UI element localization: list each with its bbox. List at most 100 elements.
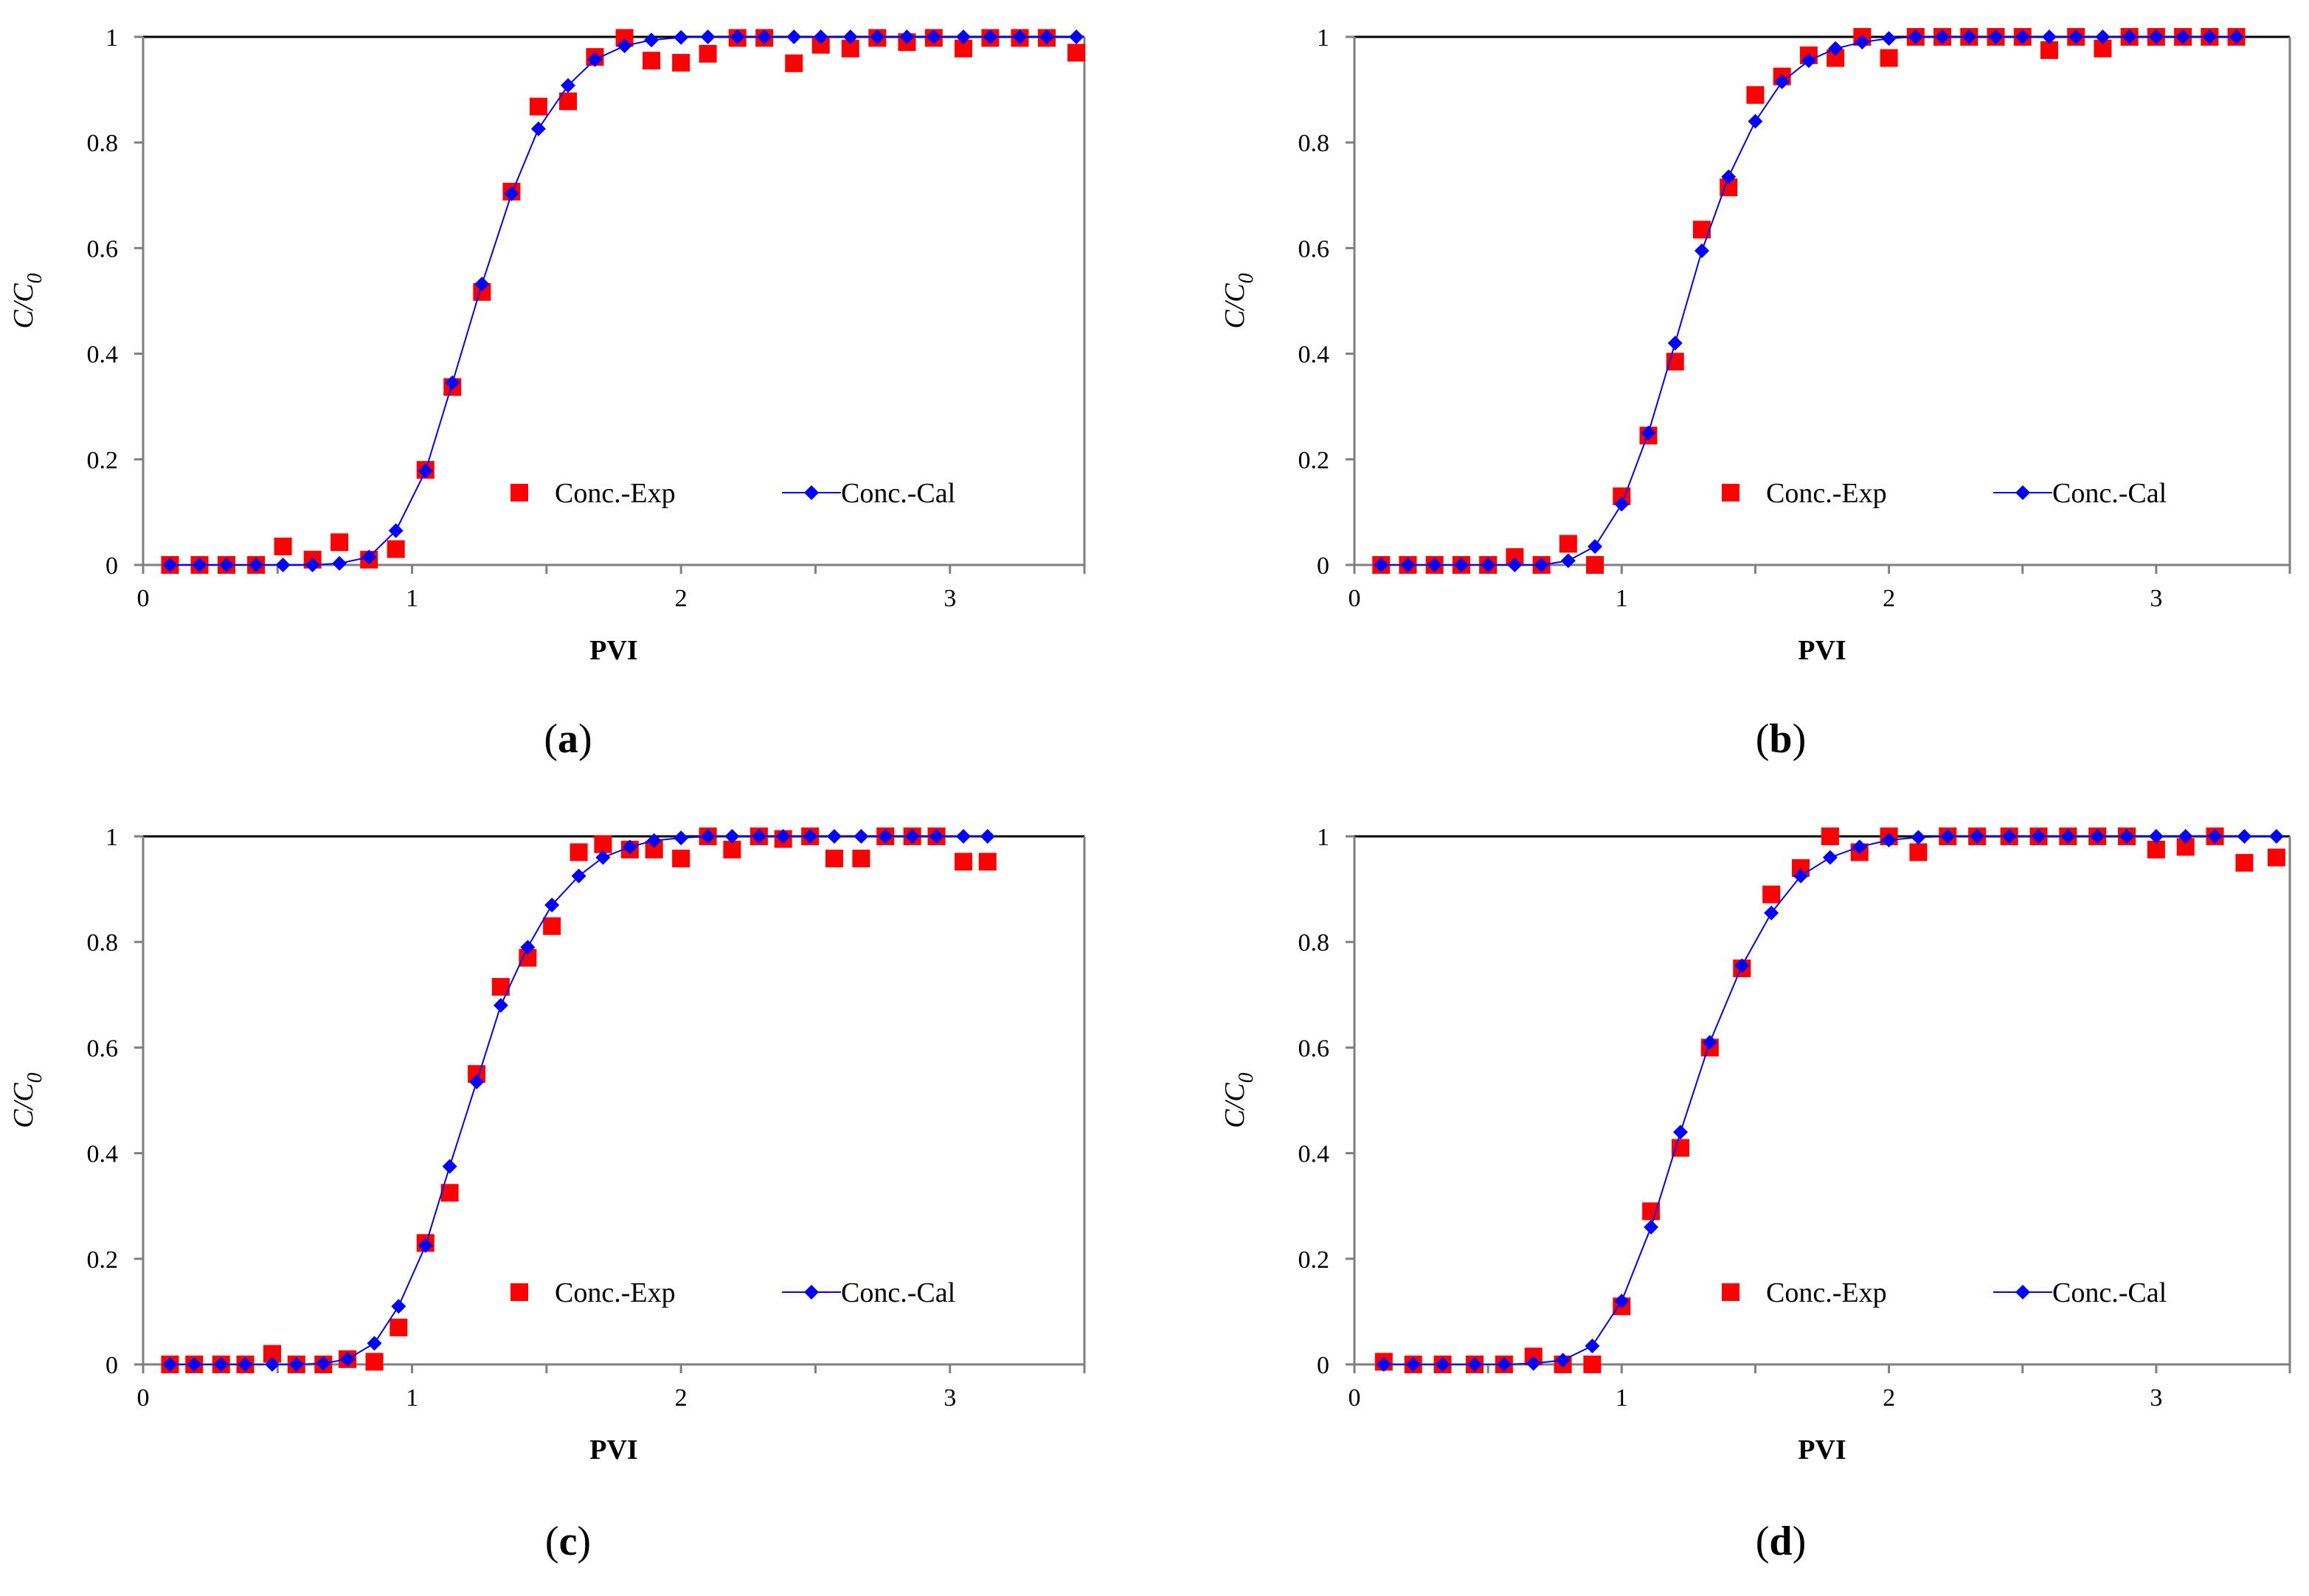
conc-cal-point (646, 833, 662, 848)
conc-cal-point (367, 1336, 382, 1351)
conc-cal-point (1908, 30, 1923, 44)
x-tick-label: 1 (406, 585, 418, 612)
conc-cal-point (622, 839, 637, 855)
conc-exp-point (1559, 535, 1577, 553)
conc-cal-point (192, 558, 207, 572)
conc-cal-point (674, 830, 689, 846)
conc-cal-point (1012, 30, 1028, 44)
x-tick-label: 0 (137, 585, 150, 612)
conc-cal-point (493, 998, 508, 1013)
conc-cal-point (929, 829, 944, 844)
y-tick-label: 0.4 (87, 1141, 119, 1168)
conc-cal-point (442, 1159, 457, 1174)
x-tick-label: 3 (944, 1384, 956, 1412)
conc-exp-point (699, 44, 717, 63)
conc-exp-point (330, 533, 349, 552)
conc-cal-point (1560, 553, 1576, 569)
conc-cal-point (803, 829, 818, 844)
legend-label-conc-exp: Conc.-Exp (1766, 1277, 1887, 1308)
y-tick-label: 0.8 (1298, 929, 1330, 957)
conc-exp-point (2235, 853, 2254, 872)
y-axis-title-text: C/C0 (8, 273, 46, 328)
x-tick-label: 1 (1616, 1384, 1628, 1412)
conc-cal-point (1822, 850, 1838, 865)
legend: Conc.-Exp Conc.-Cal (1722, 1277, 2167, 1308)
conc-exp-point (1909, 843, 1928, 861)
panel-caption-open: ( (544, 716, 558, 762)
conc-exp-point (1671, 1139, 1689, 1157)
y-tick-label: 0 (105, 552, 118, 580)
panel-caption-open: ( (1756, 716, 1770, 762)
y-tick-label: 0.4 (1298, 341, 1330, 369)
legend-marker-conc-cal (804, 1285, 819, 1300)
y-tick-label: 0.6 (87, 235, 119, 263)
y-tick-label: 0 (105, 1352, 118, 1379)
conc-exp-point (387, 540, 405, 558)
conc-cal-point (2207, 829, 2223, 844)
conc-cal-point (955, 829, 971, 844)
legend-marker-conc-cal (804, 485, 819, 500)
conc-cal-point (1467, 1357, 1483, 1372)
conc-cal-point (1481, 558, 1496, 572)
y-axis-title-main: C/C (1219, 1083, 1250, 1128)
panel-caption-open: ( (1756, 1519, 1770, 1564)
conc-cal-point (2060, 829, 2076, 844)
y-axis-title-subscript: 0 (1235, 1072, 1258, 1083)
conc-cal-point (361, 549, 377, 565)
panel-caption-letter: b (1769, 716, 1792, 762)
conc-exp-point (954, 853, 972, 871)
conc-cal-point (1911, 830, 1926, 845)
y-axis-title-text: C/C0 (8, 1072, 46, 1128)
y-axis-title-main: C/C (8, 1083, 39, 1128)
conc-cal-point (1427, 558, 1442, 572)
conc-cal-point (1748, 114, 1763, 129)
conc-cal-point (2119, 829, 2135, 844)
x-axis-title: PVI (1798, 1434, 1846, 1465)
legend: Conc.-Exp Conc.-Cal (510, 478, 955, 509)
conc-exp-point (785, 54, 803, 72)
conc-cal-point (2122, 30, 2137, 44)
legend-label-conc-exp: Conc.-Exp (555, 1277, 676, 1308)
y-axis-title-main: C/C (1219, 283, 1250, 329)
legend: Conc.-Exp Conc.-Cal (510, 1277, 955, 1308)
conc-cal-point (1970, 829, 1985, 844)
legend-marker-conc-exp (1722, 1283, 1739, 1301)
conc-cal-point (700, 30, 716, 44)
conc-cal-point (1534, 558, 1549, 572)
conc-cal-point (2090, 829, 2105, 844)
conc-cal-point (1667, 336, 1683, 351)
conc-cal-point (391, 1299, 406, 1314)
conc-cal-point (2069, 30, 2084, 44)
panel-caption-letter: d (1769, 1519, 1792, 1564)
conc-exp-point (978, 853, 997, 871)
panel-caption-letter: a (558, 716, 578, 762)
conc-cal-point (617, 38, 632, 54)
conc-cal-point (2229, 30, 2244, 44)
y-axis-title: C/C0 (8, 1072, 46, 1128)
conc-cal-point (983, 30, 998, 44)
x-tick-label: 2 (675, 1384, 688, 1412)
conc-cal-point (854, 829, 869, 844)
y-tick-label: 0 (1317, 552, 1329, 580)
conc-cal-point (870, 30, 885, 44)
panel-caption-open: ( (545, 1519, 559, 1564)
conc-cal-point (264, 1357, 280, 1372)
y-tick-label: 0.4 (1298, 1141, 1330, 1168)
conc-cal-point (904, 829, 920, 844)
conc-cal-point (955, 30, 971, 44)
x-tick-label: 1 (406, 1384, 418, 1412)
conc-cal-point (1962, 30, 1977, 44)
x-axis-title: PVI (1798, 635, 1846, 666)
panel-caption-close: ) (578, 716, 592, 762)
conc-cal-point (504, 186, 519, 201)
legend-label-conc-exp: Conc.-Exp (1766, 478, 1887, 509)
legend-label-conc-cal: Conc.-Cal (2052, 1277, 2167, 1308)
conc-cal-point (2015, 30, 2030, 44)
y-axis-title-main: C/C (8, 283, 39, 329)
conc-cal-point (1526, 1356, 1541, 1371)
conc-cal-point (561, 77, 576, 93)
y-tick-label: 0.8 (1298, 130, 1330, 157)
